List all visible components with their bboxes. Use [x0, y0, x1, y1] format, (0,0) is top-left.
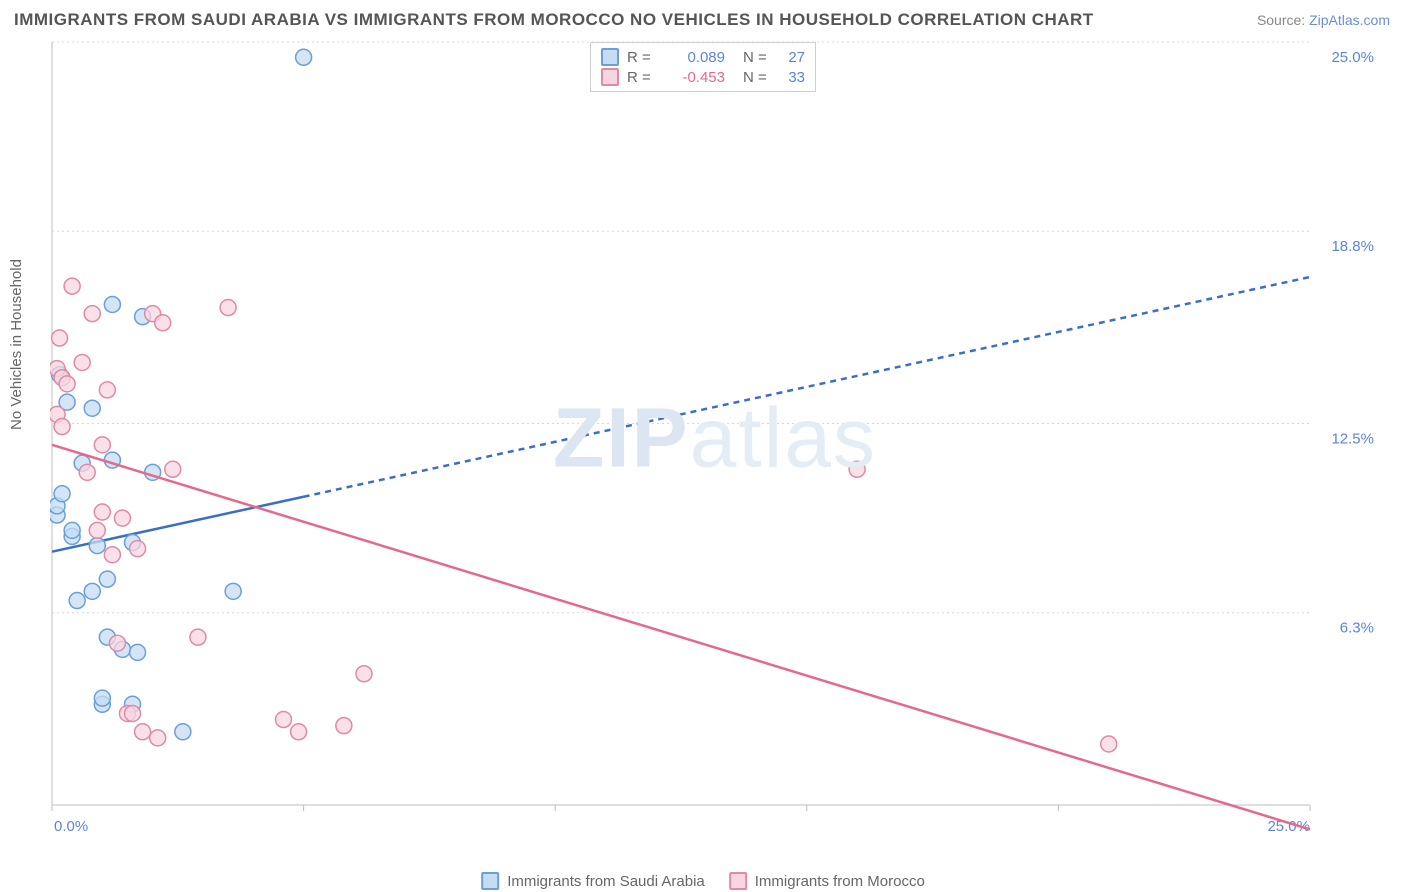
y-tick-label: 6.3% [1340, 620, 1374, 637]
data-point [225, 583, 241, 599]
legend-label: Immigrants from Morocco [755, 873, 925, 890]
y-tick-label: 25.0% [1331, 49, 1374, 66]
data-point [94, 690, 110, 706]
data-point [94, 437, 110, 453]
data-point [89, 538, 105, 554]
data-point [52, 330, 68, 346]
legend-swatch [601, 48, 619, 66]
data-point [109, 635, 125, 651]
data-point [94, 504, 110, 520]
y-axis-label: No Vehicles in Household [8, 259, 25, 430]
data-point [130, 644, 146, 660]
data-point [356, 666, 372, 682]
y-tick-label: 12.5% [1331, 431, 1374, 448]
legend-n-value: 33 [781, 69, 805, 86]
data-point [275, 712, 291, 728]
legend-label: Immigrants from Saudi Arabia [507, 873, 705, 890]
data-point [99, 571, 115, 587]
data-point [89, 522, 105, 538]
data-point [175, 724, 191, 740]
data-point [1101, 736, 1117, 752]
y-tick-label: 18.8% [1331, 238, 1374, 255]
data-point [104, 547, 120, 563]
data-point [54, 419, 70, 435]
legend-n-value: 27 [781, 49, 805, 66]
legend-r-value: 0.089 [665, 49, 725, 66]
legend-swatch [729, 872, 747, 890]
data-point [130, 541, 146, 557]
data-point [135, 724, 151, 740]
legend-r-label: R = [627, 49, 657, 66]
source-attribution: Source: ZipAtlas.com [1257, 12, 1390, 28]
data-point [190, 629, 206, 645]
data-point [84, 583, 100, 599]
legend-r-label: R = [627, 69, 657, 86]
data-point [54, 486, 70, 502]
source-value: ZipAtlas.com [1309, 12, 1390, 28]
legend-r-value: -0.453 [665, 69, 725, 86]
data-point [155, 315, 171, 331]
page-title: IMMIGRANTS FROM SAUDI ARABIA VS IMMIGRAN… [14, 10, 1094, 30]
x-tick-label: 0.0% [54, 818, 88, 835]
series-legend: Immigrants from Saudi Arabia Immigrants f… [481, 872, 925, 890]
data-point [84, 306, 100, 322]
legend-swatch [481, 872, 499, 890]
data-point [220, 300, 236, 316]
correlation-legend: R = 0.089 N = 27 R = -0.453 N = 33 [590, 42, 816, 92]
chart-area: 6.3%12.5%18.8%25.0%0.0%25.0% ZIPatlas [50, 40, 1380, 835]
legend-swatch [601, 68, 619, 86]
scatter-plot: 6.3%12.5%18.8%25.0%0.0%25.0% [50, 40, 1380, 835]
data-point [99, 382, 115, 398]
data-point [150, 730, 166, 746]
data-point [69, 593, 85, 609]
data-point [291, 724, 307, 740]
data-point [84, 400, 100, 416]
data-point [59, 376, 75, 392]
data-point [849, 461, 865, 477]
legend-item: Immigrants from Morocco [729, 872, 925, 890]
data-point [104, 296, 120, 312]
data-point [114, 510, 130, 526]
legend-n-label: N = [743, 49, 773, 66]
data-point [165, 461, 181, 477]
data-point [125, 705, 141, 721]
data-point [64, 278, 80, 294]
data-point [64, 522, 80, 538]
data-point [296, 49, 312, 65]
legend-row: R = -0.453 N = 33 [601, 67, 805, 87]
legend-row: R = 0.089 N = 27 [601, 47, 805, 67]
source-label: Source: [1257, 12, 1309, 28]
data-point [79, 464, 95, 480]
legend-item: Immigrants from Saudi Arabia [481, 872, 705, 890]
legend-n-label: N = [743, 69, 773, 86]
data-point [336, 718, 352, 734]
data-point [74, 354, 90, 370]
